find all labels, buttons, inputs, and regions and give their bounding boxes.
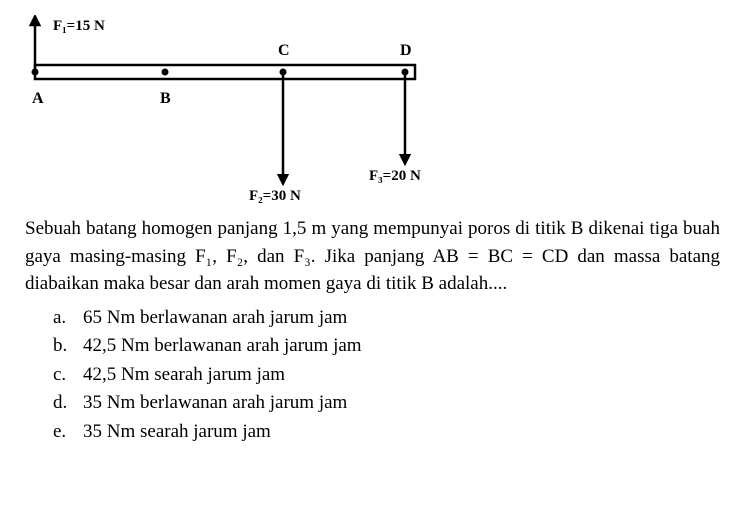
option-text: 65 Nm berlawanan arah jarum jam xyxy=(83,304,347,333)
option-a: a. 65 Nm berlawanan arah jarum jam xyxy=(53,304,720,333)
svg-text:A: A xyxy=(32,90,44,107)
svg-text:C: C xyxy=(278,42,290,59)
option-b: b. 42,5 Nm berlawanan arah jarum jam xyxy=(53,332,720,361)
question-text: Sebuah batang homogen panjang 1,5 m yang… xyxy=(25,215,720,298)
option-letter: c. xyxy=(53,361,71,390)
option-d: d. 35 Nm berlawanan arah jarum jam xyxy=(53,389,720,418)
svg-text:F₃=20 N: F₃=20 N xyxy=(369,168,421,184)
svg-text:B: B xyxy=(160,90,171,107)
option-text: 35 Nm berlawanan arah jarum jam xyxy=(83,389,347,418)
options-list: a. 65 Nm berlawanan arah jarum jam b. 42… xyxy=(25,304,720,447)
option-c: c. 42,5 Nm searah jarum jam xyxy=(53,361,720,390)
svg-text:F₁=15 N: F₁=15 N xyxy=(53,18,105,34)
option-letter: e. xyxy=(53,418,71,447)
option-letter: a. xyxy=(53,304,71,333)
diagram-svg: A B C D F₁=15 N F₂=30 N F₃=20 N xyxy=(25,15,445,205)
svg-text:D: D xyxy=(400,42,412,59)
physics-diagram: A B C D F₁=15 N F₂=30 N F₃=20 N xyxy=(25,15,445,205)
option-text: 42,5 Nm searah jarum jam xyxy=(83,361,285,390)
option-letter: d. xyxy=(53,389,71,418)
option-text: 42,5 Nm berlawanan arah jarum jam xyxy=(83,332,362,361)
option-text: 35 Nm searah jarum jam xyxy=(83,418,271,447)
option-letter: b. xyxy=(53,332,71,361)
svg-text:F₂=30 N: F₂=30 N xyxy=(249,188,301,204)
option-e: e. 35 Nm searah jarum jam xyxy=(53,418,720,447)
